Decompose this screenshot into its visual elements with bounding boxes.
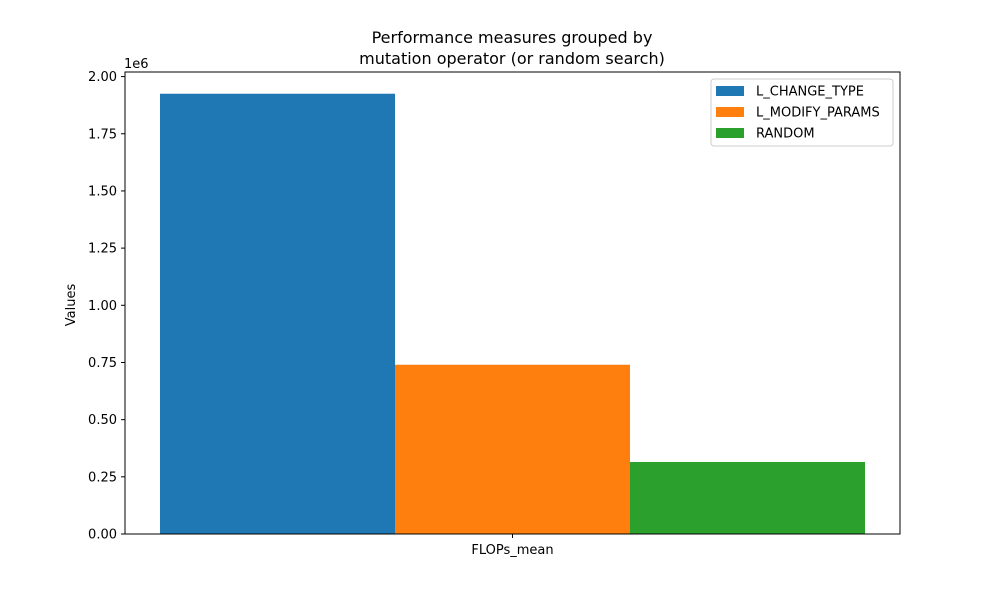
- legend-swatch-l-change-type: [716, 86, 744, 96]
- legend-label-l-modify-params: L_MODIFY_PARAMS: [756, 106, 880, 121]
- legend-label-random: RANDOM: [756, 127, 815, 142]
- y-tick-label: 0.00: [88, 528, 117, 543]
- legend: L_CHANGE_TYPE L_MODIFY_PARAMS RANDOM: [710, 78, 894, 147]
- chart-title-line-1: Performance measures grouped by: [372, 28, 653, 47]
- bar-random-flops-mean: [630, 461, 865, 534]
- y-tick-label: 1.75: [88, 127, 117, 142]
- bar-l-change-type-flops-mean: [160, 93, 395, 534]
- y-axis-offset-label: 1e6: [124, 57, 149, 72]
- legend-swatch-random: [716, 128, 744, 138]
- y-tick-label: 1.50: [88, 184, 117, 199]
- y-tick-label: 1.00: [88, 299, 117, 314]
- legend-frame: [710, 78, 894, 147]
- y-tick-label: 2.00: [88, 70, 117, 85]
- legend-swatch-l-modify-params: [716, 107, 744, 117]
- y-tick-label: 0.25: [88, 470, 117, 485]
- x-tick-label: FLOPs_mean: [471, 543, 553, 558]
- chart-title-line-2: mutation operator (or random search): [359, 49, 665, 68]
- bar-l-modify-params-flops-mean: [395, 364, 630, 534]
- y-tick-label: 1.25: [88, 242, 117, 257]
- legend-label-l-change-type: L_CHANGE_TYPE: [756, 85, 864, 100]
- y-axis-label: Values: [64, 284, 79, 327]
- x-axis: FLOPs_mean: [471, 534, 554, 558]
- y-axis: 0.00 0.25 0.50 0.75 1.00 1.25 1.50 1.75 2.00: [88, 70, 125, 543]
- y-tick-label: 0.75: [88, 356, 117, 371]
- bars-group: [160, 93, 865, 534]
- plot-frame: [124, 71, 901, 535]
- y-tick-label: 0.50: [88, 413, 117, 428]
